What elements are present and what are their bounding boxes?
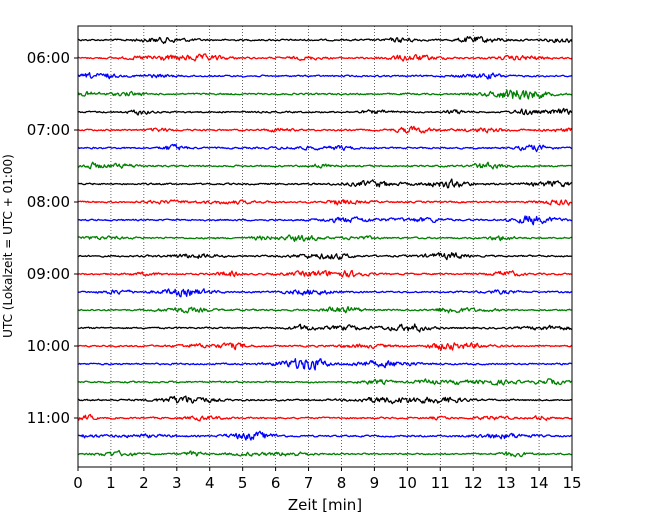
x-tick-label: 4	[205, 474, 215, 492]
x-tick-label: 5	[238, 474, 248, 492]
trace-0645	[77, 107, 573, 116]
y-axis-ticks: 06:00 07:00 08:00 09:00 10:00 11:00	[27, 49, 78, 427]
trace-0900	[77, 269, 573, 278]
trace-0630	[77, 89, 573, 100]
x-tick-label: 10	[398, 474, 417, 492]
trace-1015	[77, 358, 573, 371]
trace-0945	[77, 323, 573, 333]
y-tick-label: 11:00	[27, 409, 70, 427]
plot-frame	[77, 25, 573, 468]
trace-0730	[77, 161, 573, 170]
trace-0600	[77, 53, 573, 62]
y-tick-label: 09:00	[27, 265, 70, 283]
x-tick-label: 3	[172, 474, 182, 492]
trace-0815	[77, 215, 573, 226]
trace-1030	[77, 378, 573, 386]
trace-0745	[77, 178, 573, 189]
trace-0830	[77, 234, 573, 242]
x-tick-label: 14	[530, 474, 549, 492]
y-tick-label: 06:00	[27, 49, 70, 67]
trace-0800	[77, 199, 573, 206]
trace-0615	[77, 72, 573, 80]
x-tick-label: 12	[464, 474, 483, 492]
trace-0715	[77, 143, 573, 153]
x-tick-label: 13	[497, 474, 516, 492]
trace-0930	[77, 306, 573, 314]
plot-area	[78, 26, 572, 467]
trace-0845	[77, 252, 573, 261]
trace-1100	[77, 413, 573, 422]
y-tick-label: 08:00	[27, 193, 70, 211]
trace-0915	[77, 288, 573, 298]
x-tick-label: 9	[370, 474, 380, 492]
traces	[77, 35, 573, 458]
x-axis-label: Zeit [min]	[288, 496, 362, 514]
x-tick-label: 11	[431, 474, 450, 492]
trace-1130	[77, 449, 573, 458]
x-tick-label: 6	[271, 474, 281, 492]
x-tick-label: 8	[337, 474, 347, 492]
y-axis-label: UTC (Lokalzeit = UTC + 01:00)	[1, 154, 15, 338]
trace-1045	[77, 395, 573, 405]
x-axis-ticks: 0 1 2 3 4 5 6 7 8 9 10 11 12 13 14 15	[73, 467, 582, 492]
trace-0700	[77, 125, 573, 134]
y-tick-label: 10:00	[27, 337, 70, 355]
y-tick-label: 07:00	[27, 121, 70, 139]
x-tick-label: 1	[106, 474, 116, 492]
trace-1115	[77, 430, 573, 441]
x-tick-label: 7	[304, 474, 314, 492]
trace-1000	[77, 342, 573, 351]
x-tick-label: 15	[562, 474, 581, 492]
trace-0545	[77, 35, 573, 45]
x-tick-label: 2	[139, 474, 149, 492]
x-tick-label: 0	[73, 474, 83, 492]
